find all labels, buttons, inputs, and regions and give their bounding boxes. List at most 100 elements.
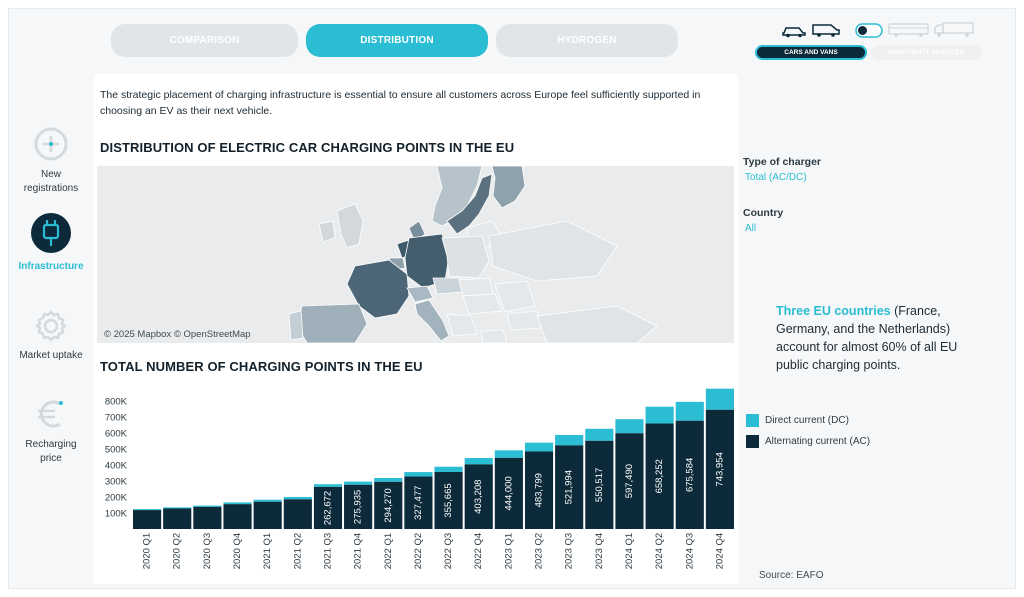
bar-ac [283,499,312,529]
map-region-czechia [432,277,464,295]
heavy-duty-vehicles-button[interactable]: HEAVY-DUTY VEHICLES [871,45,981,60]
x-tick-label: 2020 Q2 [172,533,183,569]
country-label: Country [743,207,784,219]
bar-dc [223,502,252,505]
bar-value-label: 675,584 [684,458,695,492]
bar-value-label: 743,954 [714,452,725,486]
bar-ac [133,510,162,529]
map-region-romania [494,280,536,313]
bar-dc [374,478,403,482]
x-tick-label: 2024 Q4 [714,533,725,569]
legend-swatch-ac [746,435,759,448]
map-region-portugal [288,310,304,341]
bar-dc [434,466,463,473]
gear-icon [35,310,67,342]
bar-ac [163,508,192,529]
bar-dc [585,428,614,441]
y-tick-label: 700K [105,412,128,423]
legend-label-ac: Alternating current (AC) [765,436,871,447]
chart-title: TOTAL NUMBER OF CHARGING POINTS IN THE E… [100,359,423,374]
van-icon[interactable] [811,22,841,38]
bar-dc [524,442,554,452]
bar-ac [555,445,584,529]
bar-dc [404,472,433,477]
bar-ac [374,481,403,529]
map-region-finland [491,166,526,209]
map-region-italy [414,299,450,342]
map-region-ireland [318,220,336,243]
bar-ac [464,464,493,529]
source-note: Source: EAFO [759,570,824,581]
bar-dc [555,434,584,446]
x-tick-label: 2023 Q1 [503,533,514,569]
tab-comparison[interactable]: COMPARISON [111,24,298,57]
y-tick-label: 600K [105,428,128,439]
bar-value-label: 294,270 [383,488,394,522]
truck-icon[interactable] [933,21,975,38]
nav-label-infrastructure: Infrastructure [18,261,84,272]
bar-dc [645,406,674,424]
country-dropdown[interactable]: All [745,223,757,234]
charging-plug-icon [31,213,71,253]
bar-value-label: 550,517 [594,468,605,502]
map-region-balkans [446,313,478,337]
nav-label-new-registrations: New registrations [23,169,79,194]
bar-ac [494,457,523,529]
bus-icon[interactable] [888,22,930,38]
bar-dc [193,505,222,507]
toggle-switch-icon[interactable] [855,23,883,38]
x-tick-label: 2021 Q3 [322,533,333,569]
bar-ac [524,451,554,529]
legend-swatch-dc [746,414,759,427]
y-tick-label: 100K [105,508,128,519]
bar-ac [645,423,674,529]
bar-value-label: 275,935 [353,490,364,524]
y-tick-label: 800K [105,396,128,407]
nav-recharging-price[interactable]: Recharging price [14,396,88,466]
tab-distribution[interactable]: DISTRIBUTION [306,24,488,57]
tab-hydrogen[interactable]: HYDROGEN [496,24,678,57]
map-region-uk [336,203,364,249]
legend-item-dc: Direct current (DC) [746,414,870,427]
bar-dc [313,484,343,487]
x-tick-label: 2024 Q1 [624,533,635,569]
bar-dc [344,481,373,485]
map-region-poland [441,235,490,279]
type-of-charger-dropdown[interactable]: Total (AC/DC) [745,172,807,183]
map-credit: © 2025 Mapbox © OpenStreetMap [104,329,251,340]
bar-dc [133,509,162,511]
bar-dc [283,496,312,500]
map-region-greece [480,329,508,343]
bar-dc [675,401,704,421]
bar-dc [705,388,734,410]
bar-dc [615,419,644,434]
bar-value-label: 597,490 [624,464,635,498]
x-tick-label: 2021 Q2 [292,533,303,569]
x-tick-label: 2020 Q4 [232,533,243,569]
bar-ac [585,440,614,529]
bar-value-label: 262,672 [322,491,333,525]
nav-new-registrations[interactable]: New registrations [14,126,88,196]
legend-item-ac: Alternating current (AC) [746,435,870,448]
bar-ac [193,506,222,529]
map-region-turkey [536,305,658,343]
cars-and-vans-button[interactable]: CARS AND VANS [755,45,867,60]
x-tick-label: 2023 Q2 [534,533,545,569]
y-tick-label: 400K [105,460,128,471]
europe-choropleth-map[interactable]: © 2025 Mapbox © OpenStreetMap [97,166,734,343]
x-tick-label: 2023 Q4 [594,533,605,569]
nav-market-uptake[interactable]: Market uptake [14,309,88,363]
nav-infrastructure[interactable]: Infrastructure [14,212,88,274]
charging-points-chart: 100K 200K 300K 400K 500K 600K 700K 800K 2020 Q1 2… [97,384,737,584]
map-region-france [346,259,410,319]
chart-svg: 100K 200K 300K 400K 500K 600K 700K 800K 2020 Q1 2… [105,388,734,569]
map-region-sweden [446,173,493,235]
car-icon[interactable] [781,24,807,38]
callout-text: Three EU countries (France, Germany, and… [776,302,991,374]
bar-ac [313,486,343,529]
bar-ac [615,433,644,529]
map-region-non-eu [488,220,618,282]
x-tick-label: 2020 Q1 [142,533,153,569]
bar-ac [253,501,282,529]
bar-value-label: 444,000 [503,476,514,510]
